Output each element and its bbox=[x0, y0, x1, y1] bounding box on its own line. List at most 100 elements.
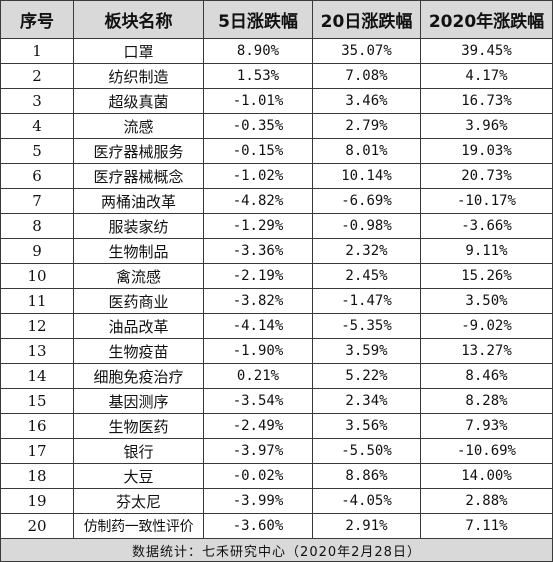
change-20d: 2.45% bbox=[312, 263, 421, 289]
row-index: 10 bbox=[0, 263, 74, 289]
change-2020: 16.73% bbox=[420, 88, 553, 114]
row-index: 4 bbox=[0, 113, 74, 139]
change-20d: -6.69% bbox=[312, 188, 421, 214]
change-2020: 8.28% bbox=[420, 388, 553, 414]
change-2020: 13.27% bbox=[420, 338, 553, 364]
header-20d-change: 20日涨跌幅 bbox=[312, 0, 421, 39]
sector-name: 禽流感 bbox=[73, 263, 204, 289]
header-sector-name: 板块名称 bbox=[73, 0, 204, 39]
change-2020: 15.26% bbox=[420, 263, 553, 289]
change-20d: 2.34% bbox=[312, 388, 421, 414]
change-20d: 3.46% bbox=[312, 88, 421, 114]
table-row: 4 流感 -0.35% 2.79% 3.96% bbox=[0, 113, 553, 139]
table-row: 5 医疗器械服务 -0.15% 8.01% 19.03% bbox=[0, 138, 553, 164]
change-5d: 0.21% bbox=[203, 363, 313, 389]
change-20d: 7.08% bbox=[312, 63, 421, 89]
data-source-note: 数据统计：七禾研究中心（2020年2月28日） bbox=[0, 538, 553, 562]
change-2020: 3.50% bbox=[420, 288, 553, 314]
change-20d: 2.32% bbox=[312, 238, 421, 264]
change-2020: 39.45% bbox=[420, 38, 553, 64]
change-5d: -3.97% bbox=[203, 438, 313, 464]
row-index: 14 bbox=[0, 363, 74, 389]
change-5d: -1.02% bbox=[203, 163, 313, 189]
change-20d: 8.86% bbox=[312, 463, 421, 489]
change-2020: -3.66% bbox=[420, 213, 553, 239]
change-2020: -10.69% bbox=[420, 438, 553, 464]
change-5d: -4.82% bbox=[203, 188, 313, 214]
change-5d: -2.49% bbox=[203, 413, 313, 439]
row-index: 3 bbox=[0, 88, 74, 114]
change-2020: 7.11% bbox=[420, 513, 553, 539]
change-5d: -3.60% bbox=[203, 513, 313, 539]
table-row: 1 口罩 8.90% 35.07% 39.45% bbox=[0, 38, 553, 64]
sector-name: 基因测序 bbox=[73, 388, 204, 414]
change-20d: 3.59% bbox=[312, 338, 421, 364]
change-5d: -3.82% bbox=[203, 288, 313, 314]
row-index: 5 bbox=[0, 138, 74, 164]
header-2020-change: 2020年涨跌幅 bbox=[420, 0, 553, 39]
change-20d: 2.79% bbox=[312, 113, 421, 139]
table-header: 序号 板块名称 5日涨跌幅 20日涨跌幅 2020年涨跌幅 bbox=[0, 0, 553, 39]
row-index: 16 bbox=[0, 413, 74, 439]
table-row: 17 银行 -3.97% -5.50% -10.69% bbox=[0, 438, 553, 464]
change-2020: 3.96% bbox=[420, 113, 553, 139]
sector-name: 银行 bbox=[73, 438, 204, 464]
change-2020: 8.46% bbox=[420, 363, 553, 389]
change-5d: -0.15% bbox=[203, 138, 313, 164]
change-2020: -10.17% bbox=[420, 188, 553, 214]
change-20d: 8.01% bbox=[312, 138, 421, 164]
table-row: 6 医疗器械概念 -1.02% 10.14% 20.73% bbox=[0, 163, 553, 189]
table-row: 3 超级真菌 -1.01% 3.46% 16.73% bbox=[0, 88, 553, 114]
change-2020: 14.00% bbox=[420, 463, 553, 489]
row-index: 1 bbox=[0, 38, 74, 64]
table-row: 9 生物制品 -3.36% 2.32% 9.11% bbox=[0, 238, 553, 264]
row-index: 8 bbox=[0, 213, 74, 239]
table-row: 19 芬太尼 -3.99% -4.05% 2.88% bbox=[0, 488, 553, 514]
row-index: 6 bbox=[0, 163, 74, 189]
row-index: 15 bbox=[0, 388, 74, 414]
change-20d: -5.35% bbox=[312, 313, 421, 339]
change-5d: -1.29% bbox=[203, 213, 313, 239]
table-row: 13 生物疫苗 -1.90% 3.59% 13.27% bbox=[0, 338, 553, 364]
change-2020: 4.17% bbox=[420, 63, 553, 89]
change-5d: -4.14% bbox=[203, 313, 313, 339]
table-row: 8 服装家纺 -1.29% -0.98% -3.66% bbox=[0, 213, 553, 239]
row-index: 7 bbox=[0, 188, 74, 214]
change-20d: 5.22% bbox=[312, 363, 421, 389]
row-index: 20 bbox=[0, 513, 74, 539]
table-row: 15 基因测序 -3.54% 2.34% 8.28% bbox=[0, 388, 553, 414]
sector-name: 两桶油改革 bbox=[73, 188, 204, 214]
sector-name: 生物医药 bbox=[73, 413, 204, 439]
table-row: 7 两桶油改革 -4.82% -6.69% -10.17% bbox=[0, 188, 553, 214]
footer-row: 数据统计：七禾研究中心（2020年2月28日） bbox=[0, 538, 553, 562]
header-index: 序号 bbox=[0, 0, 74, 39]
table-row: 11 医药商业 -3.82% -1.47% 3.50% bbox=[0, 288, 553, 314]
header-row: 序号 板块名称 5日涨跌幅 20日涨跌幅 2020年涨跌幅 bbox=[0, 0, 553, 39]
change-20d: -5.50% bbox=[312, 438, 421, 464]
row-index: 19 bbox=[0, 488, 74, 514]
change-5d: -1.01% bbox=[203, 88, 313, 114]
table-row: 2 纺织制造 1.53% 7.08% 4.17% bbox=[0, 63, 553, 89]
sector-name: 超级真菌 bbox=[73, 88, 204, 114]
sector-name: 医药商业 bbox=[73, 288, 204, 314]
row-index: 12 bbox=[0, 313, 74, 339]
change-20d: 35.07% bbox=[312, 38, 421, 64]
change-20d: 3.56% bbox=[312, 413, 421, 439]
row-index: 2 bbox=[0, 63, 74, 89]
table-footer: 数据统计：七禾研究中心（2020年2月28日） bbox=[0, 538, 553, 562]
sector-name: 医疗器械概念 bbox=[73, 163, 204, 189]
change-20d: -0.98% bbox=[312, 213, 421, 239]
table-row: 14 细胞免疫治疗 0.21% 5.22% 8.46% bbox=[0, 363, 553, 389]
change-5d: 1.53% bbox=[203, 63, 313, 89]
change-5d: -3.99% bbox=[203, 488, 313, 514]
change-5d: -1.90% bbox=[203, 338, 313, 364]
sector-name: 服装家纺 bbox=[73, 213, 204, 239]
change-20d: -4.05% bbox=[312, 488, 421, 514]
change-5d: -3.36% bbox=[203, 238, 313, 264]
change-2020: 2.88% bbox=[420, 488, 553, 514]
sector-name: 油品改革 bbox=[73, 313, 204, 339]
change-2020: 20.73% bbox=[420, 163, 553, 189]
table-row: 18 大豆 -0.02% 8.86% 14.00% bbox=[0, 463, 553, 489]
table-row: 20 仿制药一致性评价 -3.60% 2.91% 7.11% bbox=[0, 513, 553, 539]
